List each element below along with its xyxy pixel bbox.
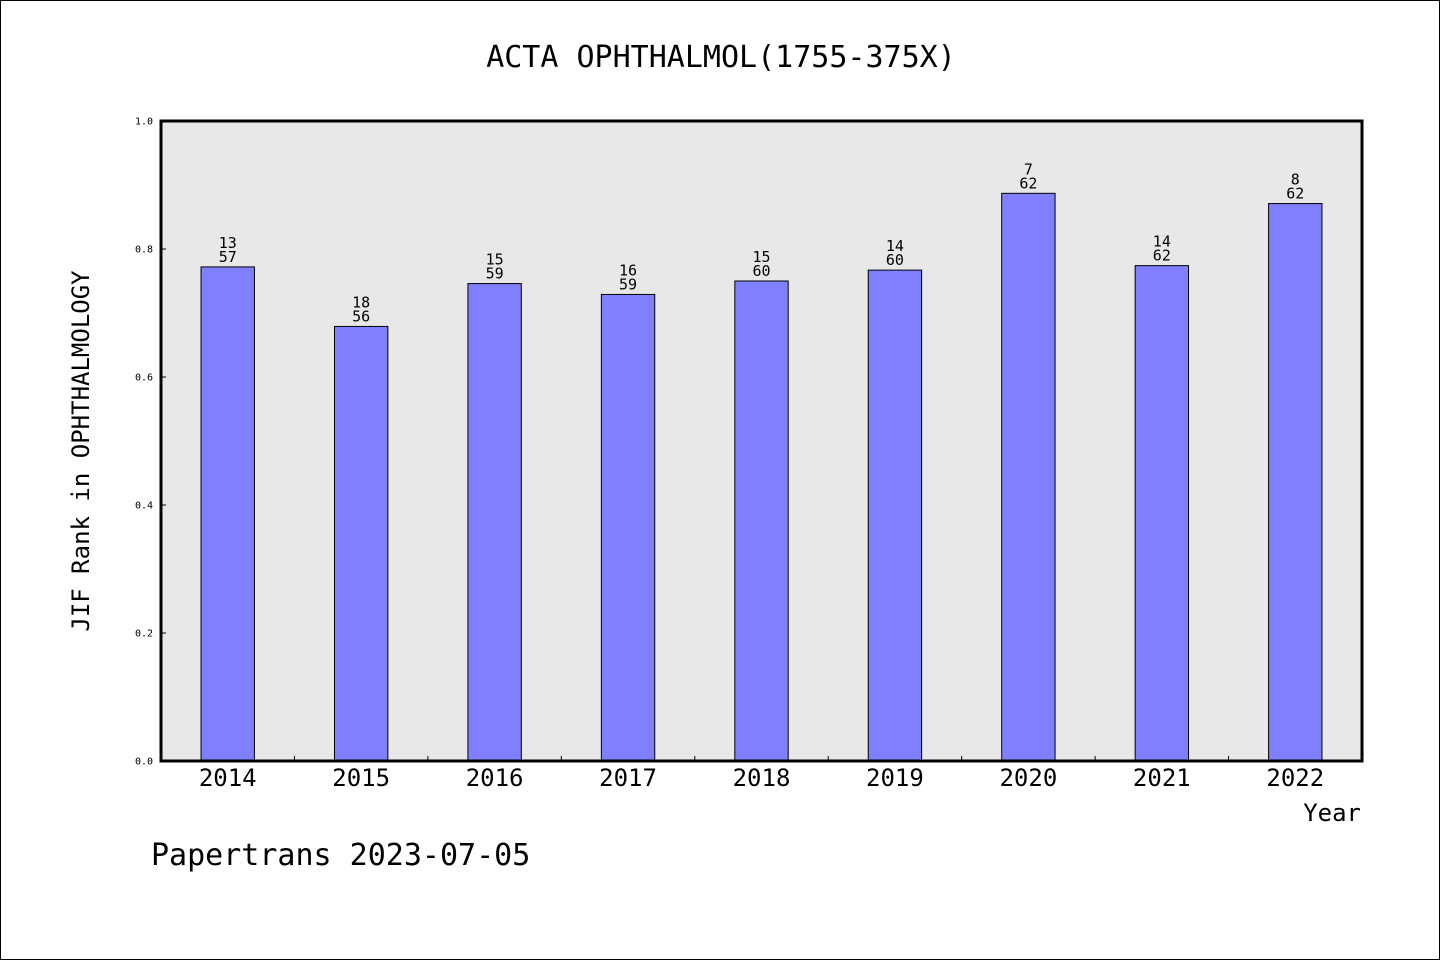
- data-label-top-2017: 16: [619, 261, 637, 279]
- plot-frame: [159, 119, 1364, 763]
- data-label-top-2014: 13: [219, 234, 237, 252]
- footer-watermark: Papertrans 2023-07-05: [151, 838, 530, 873]
- x-tick-label-2017: 2017: [599, 764, 657, 792]
- bar-2015: [333, 325, 389, 762]
- data-label-bottom-2018: 60: [752, 262, 770, 280]
- data-label-bottom-2017: 59: [619, 275, 637, 293]
- x-tick-label-2018: 2018: [733, 764, 791, 792]
- tick-group: 2014 2015 2016 2017 2018 2019 2020 2021 2022 0.0 0…: [135, 117, 1324, 793]
- x-tick-label-2016: 2016: [466, 764, 524, 792]
- data-label-bottom-2020: 62: [1019, 174, 1037, 192]
- data-label-top-2015: 18: [352, 293, 370, 311]
- y-tick-label-0.8: 0.8: [135, 245, 153, 256]
- x-tick-label-2021: 2021: [1133, 764, 1191, 792]
- bar-2020: [1001, 192, 1056, 762]
- y-tick-label-0.4: 0.4: [135, 501, 153, 512]
- data-label-bottom-2015: 56: [352, 307, 370, 325]
- bar-2018: [734, 280, 789, 762]
- data-label-bottom-2021: 62: [1153, 247, 1171, 265]
- bar-2014: [200, 266, 255, 762]
- y-tick-label-0.0: 0.0: [135, 757, 153, 768]
- chart-title: ACTA OPHTHALMOL(1755-375X): [486, 40, 956, 75]
- data-label-top-2018: 15: [752, 248, 770, 266]
- bar-2017: [600, 293, 656, 762]
- data-label-top-2021: 14: [1153, 233, 1171, 251]
- x-tick-label-2015: 2015: [332, 764, 390, 792]
- x-axis-label: Year: [1303, 799, 1361, 827]
- x-tick-label-2014: 2014: [199, 764, 257, 792]
- data-label-bottom-2016: 59: [486, 265, 504, 283]
- y-tick-label-0.2: 0.2: [135, 629, 153, 640]
- data-label-bottom-2019: 60: [886, 251, 904, 269]
- bar-2019: [867, 269, 923, 762]
- data-label-top-2019: 14: [886, 237, 904, 255]
- y-axis-label: JIF Rank in OPHTHALMOLOGY: [67, 270, 95, 632]
- y-tick-label-1.0: 1.0: [135, 117, 153, 128]
- y-tick-label-0.6: 0.6: [135, 373, 153, 384]
- bar-2021: [1134, 265, 1190, 762]
- data-label-top-2020: 7: [1024, 160, 1033, 178]
- x-tick-label-2019: 2019: [866, 764, 924, 792]
- data-label-top-2022: 8: [1291, 171, 1300, 189]
- data-label-bottom-2014: 57: [219, 248, 237, 266]
- bar-2022: [1268, 203, 1323, 762]
- data-label-bottom-2022: 62: [1286, 185, 1304, 203]
- x-tick-label-2020: 2020: [999, 764, 1057, 792]
- bar-2016: [467, 283, 522, 762]
- x-tick-label-2022: 2022: [1266, 764, 1324, 792]
- data-label-top-2016: 15: [486, 251, 504, 269]
